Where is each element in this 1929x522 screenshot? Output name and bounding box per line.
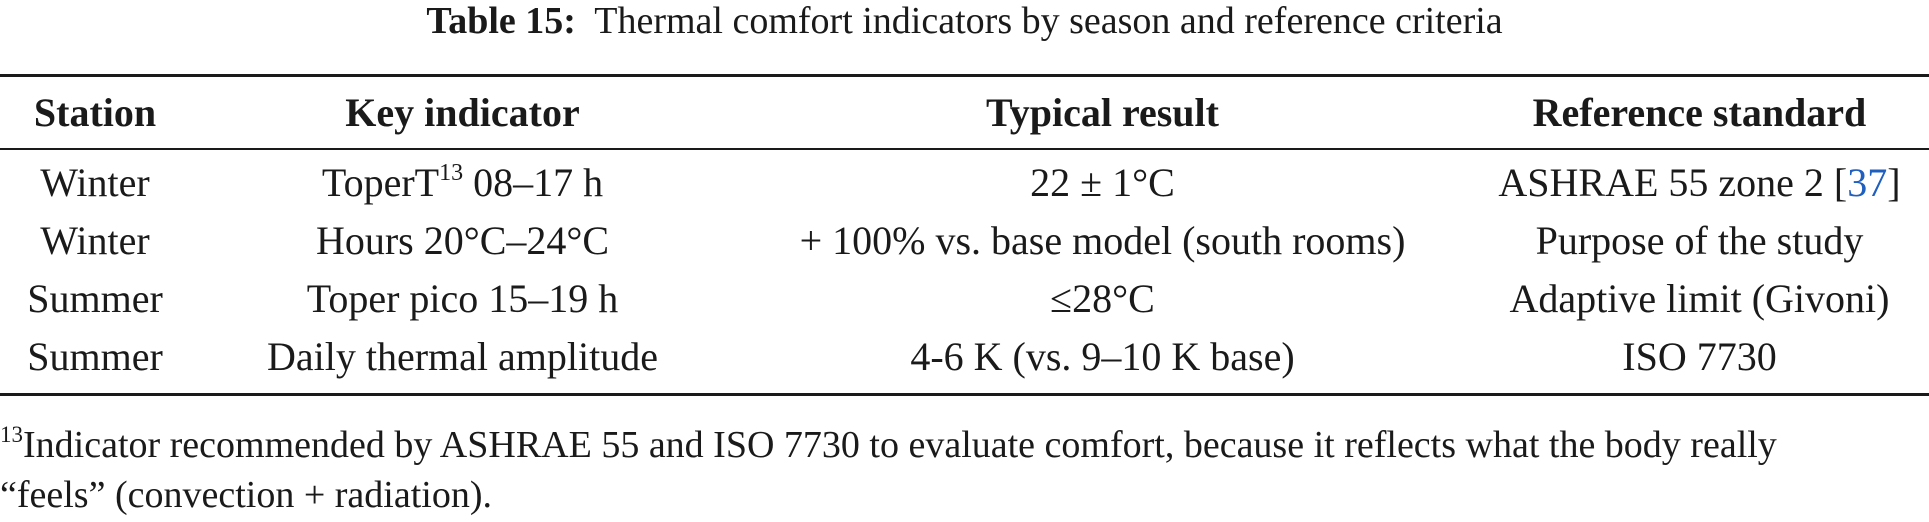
footnote-text-1: Indicator recommended by ASHRAE 55 and I…: [23, 424, 1777, 466]
cell-result: ≤28°C: [1050, 275, 1155, 321]
footnote-mark: 13: [0, 422, 23, 447]
top-rule: [0, 74, 1929, 77]
footnote-line-2: “feels” (convection + radiation).: [0, 474, 492, 516]
comfort-indicators-table: Station Key indicator Typical result Ref…: [0, 77, 1929, 385]
footnote-marker[interactable]: 13: [439, 159, 464, 186]
table-footnote: 13Indicator recommended by ASHRAE 55 and…: [0, 420, 1929, 520]
header-rule: [0, 148, 1929, 150]
header-station: Station: [33, 90, 157, 135]
indicator-text: ToperT: [321, 159, 440, 205]
header-typical-result: Typical result: [986, 90, 1219, 135]
cell-standard: ISO 7730: [1622, 333, 1777, 379]
cell-indicator: Hours 20°C–24°C: [315, 217, 610, 263]
header-reference-standard: Reference standard: [1532, 90, 1867, 135]
standard-text: ASHRAE 55 zone 2 [: [1498, 159, 1848, 205]
cell-station: Winter: [40, 159, 150, 205]
cell-indicator: ToperT13 08–17 h: [190, 148, 735, 211]
cell-indicator: Daily thermal amplitude: [267, 333, 658, 379]
cell-standard: ASHRAE 55 zone 2 [37]: [1470, 148, 1929, 211]
caption-label: Table 15:: [426, 0, 576, 42]
table-caption: Table 15: Thermal comfort indicators by …: [0, 0, 1929, 42]
cell-station: Summer: [27, 333, 163, 379]
table-row: Winter Hours 20°C–24°C + 100% vs. base m…: [0, 211, 1929, 269]
cell-result: + 100% vs. base model (south rooms): [799, 217, 1406, 263]
cell-result: 4-6 K (vs. 9–10 K base): [910, 333, 1295, 379]
citation-link[interactable]: 37: [1847, 159, 1888, 205]
header-key-indicator: Key indicator: [345, 90, 580, 135]
cell-result: 22 ± 1°C: [1030, 159, 1175, 205]
cell-standard: Adaptive limit (Givoni): [1509, 275, 1890, 321]
cell-station: Winter: [40, 217, 150, 263]
indicator-suffix: 08–17 h: [463, 159, 604, 205]
footnote-line-1: 13Indicator recommended by ASHRAE 55 and…: [0, 420, 1929, 470]
caption-text: Thermal comfort indicators by season and…: [594, 0, 1503, 42]
cell-standard: Purpose of the study: [1535, 217, 1864, 263]
cell-station: Summer: [27, 275, 163, 321]
bottom-rule: [0, 393, 1929, 396]
table-row: Winter ToperT13 08–17 h 22 ± 1°C ASHRAE …: [0, 148, 1929, 211]
table-row: Summer Toper pico 15–19 h ≤28°C Adaptive…: [0, 269, 1929, 327]
cell-indicator: Toper pico 15–19 h: [306, 275, 619, 321]
standard-suffix: ]: [1887, 159, 1901, 205]
header-row: Station Key indicator Typical result Ref…: [0, 77, 1929, 148]
table-row: Summer Daily thermal amplitude 4-6 K (vs…: [0, 327, 1929, 385]
